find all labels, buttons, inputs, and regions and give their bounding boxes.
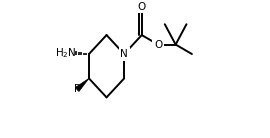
Text: H$_2$N: H$_2$N	[55, 46, 77, 60]
Text: O: O	[138, 2, 146, 12]
Text: F: F	[74, 84, 79, 94]
Text: O: O	[154, 40, 162, 50]
Text: N: N	[120, 49, 128, 59]
Polygon shape	[75, 78, 89, 91]
